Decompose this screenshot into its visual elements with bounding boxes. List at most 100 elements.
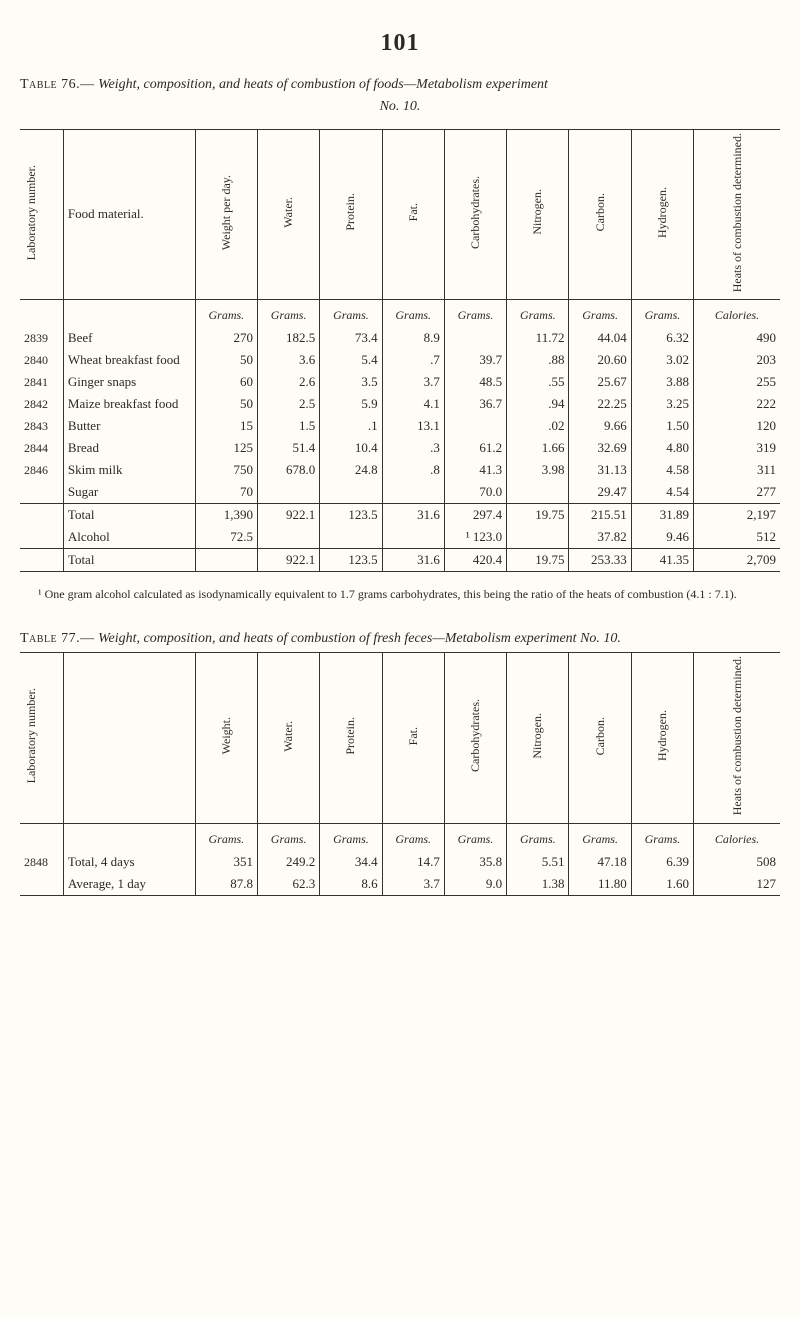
cell: 9.0: [444, 873, 506, 896]
cell: 750: [195, 459, 257, 481]
cell: ¹ 123.0: [444, 526, 506, 549]
cell: 31.6: [382, 548, 444, 571]
cell: 13.1: [382, 415, 444, 437]
unit: Calories.: [694, 299, 780, 327]
hdr-food: Food material.: [63, 129, 195, 299]
hdr-weight: Weight per day.: [219, 175, 234, 250]
cell: 3.98: [507, 459, 569, 481]
cell: [320, 526, 382, 549]
cell: Maize breakfast food: [63, 393, 195, 415]
cell: 25.67: [569, 371, 631, 393]
cell: 2.6: [257, 371, 319, 393]
cell: 31.6: [382, 503, 444, 526]
table-row: 2846Skim milk750678.024.8.841.33.9831.13…: [20, 459, 780, 481]
hdr-lab: Laboratory number.: [24, 165, 39, 260]
cell: 20.60: [569, 349, 631, 371]
cell: 72.5: [195, 526, 257, 549]
cell: 123.5: [320, 503, 382, 526]
cell: 253.33: [569, 548, 631, 571]
cell: 215.51: [569, 503, 631, 526]
cell: 35.8: [444, 851, 506, 873]
cell: 249.2: [257, 851, 319, 873]
cell: 15: [195, 415, 257, 437]
cell: 70: [195, 481, 257, 504]
table76: Laboratory number. Food material. Weight…: [20, 129, 780, 572]
cell: 5.9: [320, 393, 382, 415]
table76-units-row: Grams. Grams. Grams. Grams. Grams. Grams…: [20, 299, 780, 327]
cell: 50: [195, 349, 257, 371]
cell: 3.7: [382, 371, 444, 393]
cell: [257, 526, 319, 549]
cell: 1.60: [631, 873, 693, 896]
cell: 10.4: [320, 437, 382, 459]
hdr-carbon: Carbon.: [593, 717, 608, 755]
cell: 11.80: [569, 873, 631, 896]
table-row: Average, 1 day87.862.38.63.79.01.3811.80…: [20, 873, 780, 896]
cell: [382, 526, 444, 549]
caption-italic: Weight, composition, and heats of combus…: [98, 77, 548, 92]
cell: .7: [382, 349, 444, 371]
cell: 39.7: [444, 349, 506, 371]
cell: 420.4: [444, 548, 506, 571]
unit: Grams.: [320, 823, 382, 851]
cell: .55: [507, 371, 569, 393]
cell: 512: [694, 526, 780, 549]
unit: Calories.: [694, 823, 780, 851]
table-row: 2841Ginger snaps602.63.53.748.5.5525.673…: [20, 371, 780, 393]
cell: 41.35: [631, 548, 693, 571]
cell: 22.25: [569, 393, 631, 415]
cell: 50: [195, 393, 257, 415]
cell: 270: [195, 327, 257, 349]
table76-header-row: Laboratory number. Food material. Weight…: [20, 129, 780, 299]
cell: 4.1: [382, 393, 444, 415]
cell: 922.1: [257, 548, 319, 571]
cell: 62.3: [257, 873, 319, 896]
cell: 182.5: [257, 327, 319, 349]
cell: 5.51: [507, 851, 569, 873]
table-row: 2840Wheat breakfast food503.65.4.739.7.8…: [20, 349, 780, 371]
cell: 47.18: [569, 851, 631, 873]
cell: [20, 503, 63, 526]
cell: 311: [694, 459, 780, 481]
cell: [507, 526, 569, 549]
hdr-protein: Protein.: [343, 717, 358, 755]
cell: 4.54: [631, 481, 693, 504]
cell: 31.13: [569, 459, 631, 481]
table-row: 2843Butter151.5.113.1.029.661.50120: [20, 415, 780, 437]
cell: 508: [694, 851, 780, 873]
cell: Bread: [63, 437, 195, 459]
hdr-lab: Laboratory number.: [24, 688, 39, 783]
table-row: 2839Beef270182.573.48.911.7244.046.32490: [20, 327, 780, 349]
cell: 34.4: [320, 851, 382, 873]
cell: 678.0: [257, 459, 319, 481]
cell: .3: [382, 437, 444, 459]
unit: Grams.: [631, 823, 693, 851]
cell: 125: [195, 437, 257, 459]
unit: Grams.: [195, 823, 257, 851]
cell: [20, 481, 63, 504]
unit: Grams.: [444, 823, 506, 851]
cell: 120: [694, 415, 780, 437]
cell: Average, 1 day: [63, 873, 195, 896]
unit: Grams.: [257, 823, 319, 851]
hdr-water: Water.: [281, 721, 296, 752]
cell: 9.66: [569, 415, 631, 437]
unit: Grams.: [195, 299, 257, 327]
cell: 60: [195, 371, 257, 393]
caption-italic: Weight, composition, and heats of combus…: [98, 631, 621, 646]
cell: 2842: [20, 393, 63, 415]
cell: 203: [694, 349, 780, 371]
page-number: 101: [20, 30, 780, 57]
cell: [20, 526, 63, 549]
cell: 3.5: [320, 371, 382, 393]
cell: 2846: [20, 459, 63, 481]
hdr-heats: Heats of combustion determined.: [730, 656, 745, 815]
table-row: 2842Maize breakfast food502.55.94.136.7.…: [20, 393, 780, 415]
cell: 2839: [20, 327, 63, 349]
cell: [20, 873, 63, 896]
table77-caption: Table 77.— Weight, composition, and heat…: [20, 629, 780, 649]
cell: 3.6: [257, 349, 319, 371]
cell: 48.5: [444, 371, 506, 393]
cell: 3.25: [631, 393, 693, 415]
cell: 19.75: [507, 503, 569, 526]
